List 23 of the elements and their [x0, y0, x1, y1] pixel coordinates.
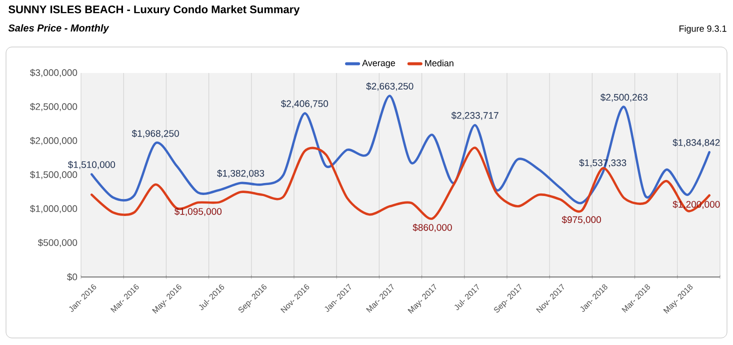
legend-label: Median: [425, 60, 454, 66]
data-label: $975,000: [562, 216, 601, 224]
chart-title: SUNNY ISLES BEACH - Luxury Condo Market Summary: [8, 5, 300, 16]
data-label: $1,510,000: [68, 160, 116, 170]
legend-label: Average: [362, 60, 396, 68]
data-label: $1,095,000: [174, 208, 222, 216]
y-tick-label: $3,000,000: [30, 68, 78, 78]
data-label: $2,663,250: [366, 82, 414, 91]
y-tick-label: $1,500,000: [30, 170, 78, 180]
caption: Figure 9.3.1: [680, 25, 726, 34]
data-label: $1,834,842: [672, 138, 720, 148]
y-tick-label: $1,000,000: [30, 204, 78, 214]
data-label: $1,968,250: [132, 130, 179, 138]
data-label: $2,406,750: [280, 100, 328, 108]
y-tick-label: $2,000,000: [30, 136, 78, 146]
data-label: $2,500,263: [600, 94, 648, 102]
data-label: $860,000: [412, 224, 452, 232]
data-label: $1,382,083: [217, 170, 264, 178]
y-tick-label: $2,500,000: [30, 102, 78, 112]
chart-subtitle: Sales Price - Monthly: [8, 24, 110, 34]
data-label: $2,233,717: [451, 112, 498, 120]
y-tick-label: $0: [67, 273, 78, 281]
y-tick-label: $500,000: [38, 238, 78, 248]
